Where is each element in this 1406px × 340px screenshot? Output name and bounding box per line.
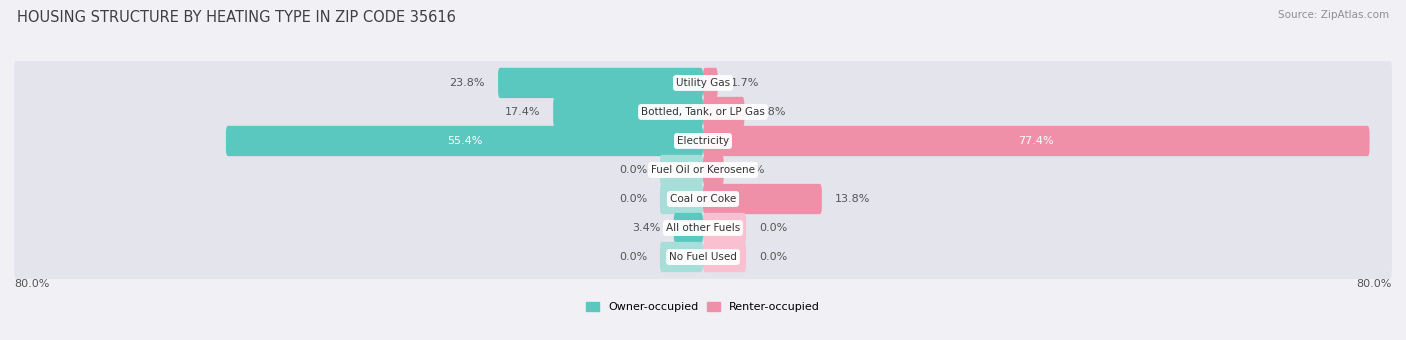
FancyBboxPatch shape xyxy=(14,87,1392,137)
FancyBboxPatch shape xyxy=(703,97,744,127)
FancyBboxPatch shape xyxy=(14,116,1392,166)
Text: 0.0%: 0.0% xyxy=(759,252,787,262)
FancyBboxPatch shape xyxy=(14,232,1392,282)
Text: No Fuel Used: No Fuel Used xyxy=(669,252,737,262)
FancyBboxPatch shape xyxy=(14,203,1392,253)
Text: 0.0%: 0.0% xyxy=(619,165,647,175)
Text: Fuel Oil or Kerosene: Fuel Oil or Kerosene xyxy=(651,165,755,175)
Text: 2.4%: 2.4% xyxy=(737,165,765,175)
Text: 0.0%: 0.0% xyxy=(619,252,647,262)
Text: 0.0%: 0.0% xyxy=(619,194,647,204)
FancyBboxPatch shape xyxy=(703,242,747,272)
Text: Electricity: Electricity xyxy=(676,136,730,146)
Text: 55.4%: 55.4% xyxy=(447,136,482,146)
FancyBboxPatch shape xyxy=(703,184,823,214)
Text: 80.0%: 80.0% xyxy=(14,279,49,289)
Text: 3.4%: 3.4% xyxy=(633,223,661,233)
Text: 77.4%: 77.4% xyxy=(1018,136,1054,146)
Text: 17.4%: 17.4% xyxy=(505,107,540,117)
FancyBboxPatch shape xyxy=(498,68,703,98)
FancyBboxPatch shape xyxy=(553,97,703,127)
Text: Coal or Coke: Coal or Coke xyxy=(669,194,737,204)
FancyBboxPatch shape xyxy=(659,242,703,272)
Text: Utility Gas: Utility Gas xyxy=(676,78,730,88)
Text: 4.8%: 4.8% xyxy=(758,107,786,117)
FancyBboxPatch shape xyxy=(14,58,1392,108)
FancyBboxPatch shape xyxy=(14,174,1392,224)
Text: Source: ZipAtlas.com: Source: ZipAtlas.com xyxy=(1278,10,1389,20)
FancyBboxPatch shape xyxy=(703,68,717,98)
Text: 13.8%: 13.8% xyxy=(835,194,870,204)
Text: 0.0%: 0.0% xyxy=(759,223,787,233)
Text: 1.7%: 1.7% xyxy=(731,78,759,88)
FancyBboxPatch shape xyxy=(659,184,703,214)
Text: Bottled, Tank, or LP Gas: Bottled, Tank, or LP Gas xyxy=(641,107,765,117)
Text: HOUSING STRUCTURE BY HEATING TYPE IN ZIP CODE 35616: HOUSING STRUCTURE BY HEATING TYPE IN ZIP… xyxy=(17,10,456,25)
FancyBboxPatch shape xyxy=(703,155,724,185)
Text: 23.8%: 23.8% xyxy=(450,78,485,88)
FancyBboxPatch shape xyxy=(14,145,1392,195)
FancyBboxPatch shape xyxy=(659,155,703,185)
FancyBboxPatch shape xyxy=(703,213,747,243)
Legend: Owner-occupied, Renter-occupied: Owner-occupied, Renter-occupied xyxy=(586,302,820,312)
Text: 80.0%: 80.0% xyxy=(1357,279,1392,289)
FancyBboxPatch shape xyxy=(703,126,1369,156)
FancyBboxPatch shape xyxy=(226,126,703,156)
Text: All other Fuels: All other Fuels xyxy=(666,223,740,233)
FancyBboxPatch shape xyxy=(673,213,703,243)
